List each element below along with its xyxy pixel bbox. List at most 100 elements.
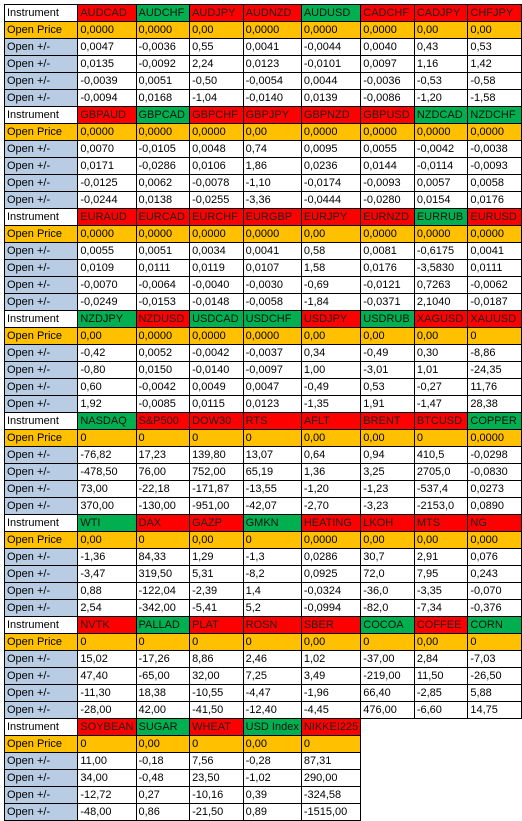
- open-change-cell[interactable]: 0,0044: [300, 72, 362, 90]
- open-change-cell[interactable]: -0,0036: [360, 72, 415, 90]
- open-change-label-cell[interactable]: Open +/-: [3, 72, 79, 90]
- open-change-label-cell[interactable]: Open +/-: [3, 565, 79, 583]
- open-change-cell[interactable]: 2705,0: [413, 463, 469, 481]
- open-price-cell[interactable]: 0,0000: [135, 225, 191, 243]
- open-change-cell[interactable]: 0,55: [189, 38, 244, 56]
- open-change-cell[interactable]: -0,0121: [360, 276, 415, 294]
- open-price-cell[interactable]: 0,00: [413, 21, 469, 39]
- open-change-cell[interactable]: 0,0055: [360, 140, 415, 158]
- open-change-label-cell[interactable]: Open +/-: [3, 684, 79, 702]
- open-price-cell[interactable]: 0: [189, 429, 244, 447]
- open-change-cell[interactable]: 0,0041: [242, 242, 302, 260]
- open-price-cell[interactable]: 0,00: [189, 21, 244, 39]
- open-price-cell[interactable]: 0: [135, 531, 191, 549]
- open-change-label-cell[interactable]: Open +/-: [3, 548, 79, 566]
- open-price-cell[interactable]: 0: [413, 429, 469, 447]
- open-change-cell[interactable]: 0,0890: [467, 497, 522, 515]
- open-change-cell[interactable]: -1,20: [300, 480, 362, 498]
- instrument-label-cell[interactable]: Instrument: [3, 310, 79, 328]
- open-price-cell[interactable]: 0,0000: [135, 21, 191, 39]
- open-change-cell[interactable]: -122,04: [135, 582, 191, 600]
- open-change-cell[interactable]: 11,00: [77, 752, 137, 770]
- open-change-cell[interactable]: -5,41: [189, 599, 244, 617]
- open-price-label-cell[interactable]: Open Price: [3, 21, 79, 39]
- open-change-cell[interactable]: -0,49: [300, 378, 362, 396]
- open-change-cell[interactable]: 2,84: [413, 650, 469, 668]
- open-price-cell[interactable]: 0,0000: [77, 225, 137, 243]
- open-change-cell[interactable]: 0,0123: [242, 395, 302, 413]
- instrument-name-cell[interactable]: SUGAR: [135, 718, 191, 736]
- open-change-label-cell[interactable]: Open +/-: [3, 650, 79, 668]
- open-change-cell[interactable]: -0,0830: [467, 463, 522, 481]
- open-change-cell[interactable]: 0,53: [360, 378, 415, 396]
- open-change-cell[interactable]: -0,0039: [77, 72, 137, 90]
- open-change-cell[interactable]: 0,0107: [242, 259, 302, 277]
- open-price-cell[interactable]: 0: [189, 633, 244, 651]
- open-change-cell[interactable]: -0,0042: [413, 140, 469, 158]
- open-change-cell[interactable]: -17,26: [135, 650, 191, 668]
- open-change-cell[interactable]: -4,47: [242, 684, 302, 702]
- instrument-name-cell[interactable]: EURNZD: [360, 208, 415, 226]
- open-change-cell[interactable]: 0,60: [77, 378, 137, 396]
- open-change-cell[interactable]: 0,58: [300, 242, 362, 260]
- instrument-name-cell[interactable]: GBPAUD: [77, 106, 137, 124]
- open-change-label-cell[interactable]: Open +/-: [3, 599, 79, 617]
- open-change-cell[interactable]: 0,0106: [189, 157, 244, 175]
- open-change-cell[interactable]: 72,0: [360, 565, 415, 583]
- open-change-cell[interactable]: 23,50: [189, 769, 244, 787]
- open-price-cell[interactable]: 0,00: [413, 327, 469, 345]
- open-change-cell[interactable]: -76,82: [77, 446, 137, 464]
- open-change-cell[interactable]: -1,04: [189, 89, 244, 107]
- open-change-cell[interactable]: -2,70: [300, 497, 362, 515]
- open-price-label-cell[interactable]: Open Price: [3, 735, 79, 753]
- open-change-cell[interactable]: -1,58: [467, 89, 522, 107]
- instrument-name-cell[interactable]: EURJPY: [300, 208, 362, 226]
- instrument-name-cell[interactable]: ROSN: [242, 616, 302, 634]
- open-change-cell[interactable]: 0,0095: [300, 140, 362, 158]
- open-price-cell[interactable]: 0,0000: [300, 531, 362, 549]
- open-change-label-cell[interactable]: Open +/-: [3, 259, 79, 277]
- open-change-cell[interactable]: -8,2: [242, 565, 302, 583]
- instrument-name-cell[interactable]: AUDCAD: [77, 4, 137, 22]
- open-change-cell[interactable]: 11,50: [413, 667, 469, 685]
- open-change-cell[interactable]: 0,88: [77, 582, 137, 600]
- open-price-cell[interactable]: 0: [77, 429, 137, 447]
- open-change-cell[interactable]: -0,0148: [189, 293, 244, 311]
- open-change-cell[interactable]: 84,33: [135, 548, 191, 566]
- open-change-cell[interactable]: -7,03: [467, 650, 522, 668]
- open-change-cell[interactable]: -478,50: [77, 463, 137, 481]
- open-change-cell[interactable]: 1,92: [77, 395, 137, 413]
- open-change-cell[interactable]: -0,0324: [300, 582, 362, 600]
- open-change-cell[interactable]: 0,39: [242, 786, 302, 804]
- open-change-label-cell[interactable]: Open +/-: [3, 378, 79, 396]
- open-change-cell[interactable]: 0,0135: [77, 55, 137, 73]
- open-change-cell[interactable]: 0,27: [135, 786, 191, 804]
- open-change-cell[interactable]: -0,0097: [242, 361, 302, 379]
- open-price-cell[interactable]: 0,00: [300, 633, 362, 651]
- open-price-cell[interactable]: 0: [77, 735, 137, 753]
- open-price-cell[interactable]: 0: [300, 735, 362, 753]
- open-price-cell[interactable]: 0,0000: [467, 429, 522, 447]
- open-change-cell[interactable]: -3,47: [77, 565, 137, 583]
- instrument-name-cell[interactable]: AUDNZD: [242, 4, 302, 22]
- open-change-cell[interactable]: 1,16: [413, 55, 469, 73]
- open-change-cell[interactable]: -7,34: [413, 599, 469, 617]
- instrument-name-cell[interactable]: AUDJPY: [189, 4, 244, 22]
- open-change-cell[interactable]: -0,0086: [360, 89, 415, 107]
- instrument-name-cell[interactable]: COPPER: [467, 412, 522, 430]
- instrument-name-cell[interactable]: CADJPY: [413, 4, 469, 22]
- instrument-name-cell[interactable]: CHFJPY: [467, 4, 522, 22]
- open-change-label-cell[interactable]: Open +/-: [3, 701, 79, 719]
- open-change-cell[interactable]: 0,0286: [300, 548, 362, 566]
- open-change-cell[interactable]: 0,0081: [360, 242, 415, 260]
- open-change-cell[interactable]: -0,0140: [189, 361, 244, 379]
- open-change-cell[interactable]: 0,0925: [300, 565, 362, 583]
- open-change-cell[interactable]: 73,00: [77, 480, 137, 498]
- open-change-cell[interactable]: -0,0085: [135, 395, 191, 413]
- open-change-cell[interactable]: 2,46: [242, 650, 302, 668]
- open-price-cell[interactable]: 0,00: [300, 429, 362, 447]
- open-change-cell[interactable]: -37,00: [360, 650, 415, 668]
- open-change-cell[interactable]: 0,0040: [360, 38, 415, 56]
- open-change-cell[interactable]: 0,0057: [413, 174, 469, 192]
- instrument-name-cell[interactable]: CORN: [467, 616, 522, 634]
